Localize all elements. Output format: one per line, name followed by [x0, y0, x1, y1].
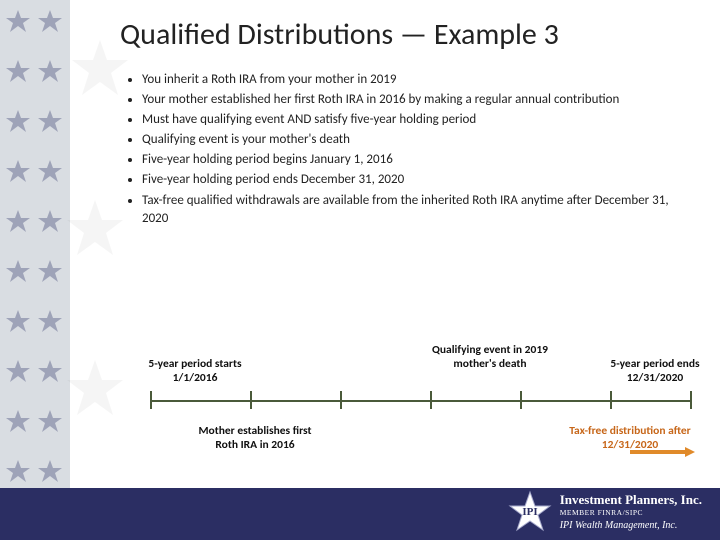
bullet-item: You inherit a Roth IRA from your mother …: [142, 71, 690, 89]
timeline-tick: [610, 391, 612, 409]
timeline-label-taxfree: Tax-free distribution after 12/31/2020: [565, 425, 695, 453]
brand-sub-1: MEMBER FINRA/SIPC: [560, 508, 702, 517]
timeline-label-mother: Mother establishes first Roth IRA in 201…: [190, 425, 320, 453]
watermark-star: [65, 200, 125, 260]
timeline: 5-year period starts 1/1/2016 Qualifying…: [130, 330, 700, 480]
ipi-star-icon: IPI: [508, 490, 552, 534]
watermark-star: [65, 360, 125, 420]
timeline-axis: [150, 400, 690, 402]
bullet-item: Tax-free qualified withdrawals are avail…: [142, 192, 690, 228]
timeline-label-event: Qualifying event in 2019 mother's death: [430, 344, 550, 372]
brand-name-1: Investment Planners, Inc.: [560, 492, 702, 508]
timeline-tick: [340, 391, 342, 409]
sidebar-star-pattern: [4, 0, 66, 545]
slide-content: Qualified Distributions — Example 3 You …: [120, 18, 690, 230]
taxfree-arrow-head: [685, 447, 695, 457]
timeline-tick: [520, 391, 522, 409]
timeline-tick: [250, 391, 252, 409]
taxfree-arrow: [630, 450, 685, 454]
bullet-item: Your mother established her first Roth I…: [142, 91, 690, 109]
footer-brand-text: Investment Planners, Inc. MEMBER FINRA/S…: [560, 492, 702, 532]
timeline-label-start: 5-year period starts 1/1/2016: [140, 358, 250, 386]
svg-text:IPI: IPI: [522, 506, 537, 518]
timeline-tick: [430, 391, 432, 409]
timeline-tick: [150, 391, 152, 409]
slide-title: Qualified Distributions — Example 3: [120, 18, 690, 53]
bullet-item: Five-year holding period ends December 3…: [142, 171, 690, 189]
bullet-list: You inherit a Roth IRA from your mother …: [120, 71, 690, 229]
timeline-tick: [690, 391, 692, 409]
bullet-item: Must have qualifying event AND satisfy f…: [142, 111, 690, 129]
footer-logo: IPI Investment Planners, Inc. MEMBER FIN…: [508, 490, 702, 534]
bullet-item: Qualifying event is your mother's death: [142, 131, 690, 149]
timeline-label-end: 5-year period ends 12/31/2020: [600, 358, 710, 386]
brand-name-2: IPI Wealth Management, Inc.: [560, 520, 702, 533]
bullet-item: Five-year holding period begins January …: [142, 151, 690, 169]
